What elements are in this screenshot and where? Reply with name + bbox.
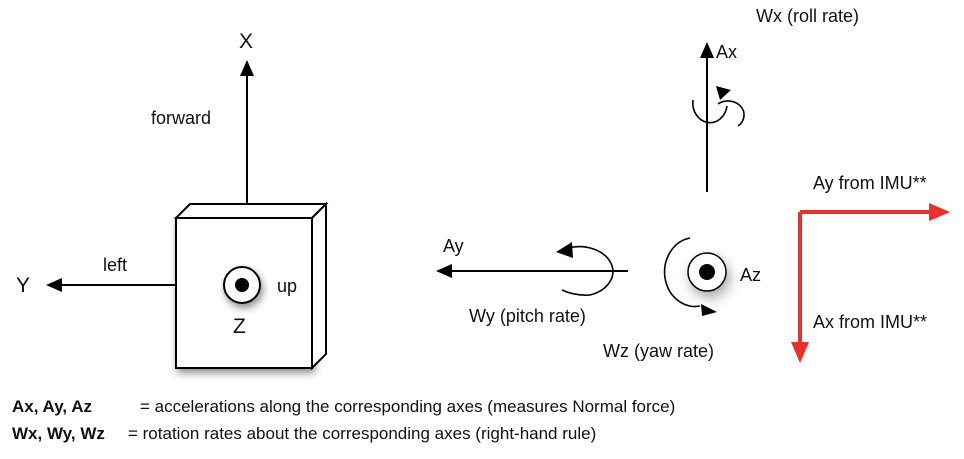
x-axis-arrow: [240, 60, 254, 206]
imu-ay-label: Ay from IMU**: [813, 173, 927, 193]
wz-label: Wz (yaw rate): [603, 341, 714, 361]
imu-ax-label: Ax from IMU**: [813, 312, 927, 332]
legend-rate-text: = rotation rates about the corresponding…: [128, 424, 597, 443]
legend-accel-key: Ax, Ay, Az: [12, 397, 92, 416]
az-label: Az: [740, 265, 761, 285]
z-axis-symbol: [223, 266, 261, 304]
body-box: [173, 201, 329, 371]
imu-ay-arrow: [800, 203, 950, 221]
imu-ax-arrow: [791, 212, 809, 363]
ay-label: Ay: [443, 236, 464, 256]
wx-label: Wx (roll rate): [756, 6, 859, 26]
y-axis-arrow: [46, 278, 176, 292]
body-frame: X forward Y left up Z: [16, 30, 329, 371]
legend-rate-key: Wx, Wy, Wz: [12, 424, 105, 443]
left-label: left: [103, 255, 127, 275]
legend-accel-text: = accelerations along the corresponding …: [140, 397, 676, 416]
up-label: up: [277, 276, 297, 296]
yaw-rotation-icon: [663, 237, 717, 316]
rates-frame: Ax Wx (roll rate) Ay Wy (pitch rate) Az: [436, 6, 859, 361]
x-axis-label: X: [239, 30, 253, 53]
ax-arrow: [700, 42, 714, 192]
ay-arrow: [436, 264, 628, 278]
z-axis-label: Z: [233, 315, 246, 338]
pitch-rotation-icon: [556, 242, 614, 296]
legend-rotation-rates: Wx, Wy, Wz = rotation rates about the cor…: [12, 424, 596, 444]
legend-accelerations: Ax, Ay, Az = accelerations along the corr…: [12, 397, 675, 417]
az-symbol: [687, 252, 727, 292]
wy-label: Wy (pitch rate): [469, 306, 586, 326]
y-axis-label: Y: [16, 274, 30, 297]
roll-rotation-icon: [692, 86, 745, 127]
imu-frame: Ay from IMU** Ax from IMU**: [791, 173, 950, 363]
ax-label: Ax: [716, 42, 737, 62]
forward-label: forward: [151, 108, 211, 128]
